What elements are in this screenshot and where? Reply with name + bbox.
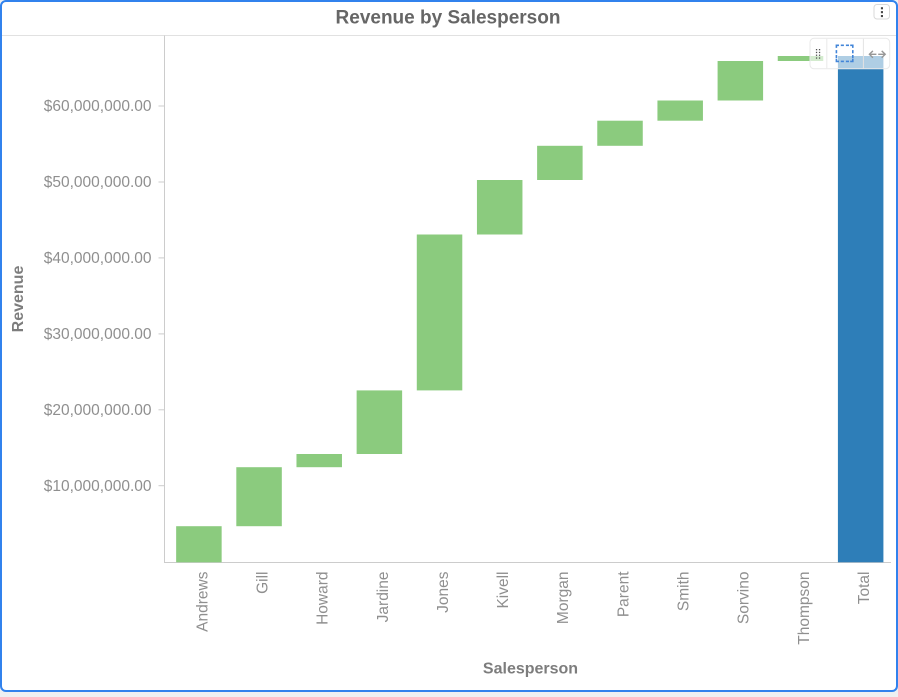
svg-text:$40,000,000.00: $40,000,000.00 (44, 250, 152, 267)
svg-text:Jones: Jones (435, 571, 452, 613)
svg-text:Sorvino: Sorvino (736, 572, 753, 625)
svg-text:Howard: Howard (315, 572, 332, 625)
svg-text:$10,000,000.00: $10,000,000.00 (44, 478, 152, 495)
svg-text:Revenue by Salesperson: Revenue by Salesperson (336, 8, 561, 29)
svg-text:Total: Total (856, 572, 873, 605)
svg-text:Jardine: Jardine (375, 572, 392, 623)
svg-text:Salesperson: Salesperson (483, 661, 578, 678)
svg-text:Andrews: Andrews (194, 571, 211, 632)
svg-text:Kivell: Kivell (495, 572, 512, 609)
svg-text:Thompson: Thompson (796, 572, 813, 645)
svg-text:$50,000,000.00: $50,000,000.00 (44, 174, 152, 191)
svg-text:Gill: Gill (255, 572, 272, 594)
svg-text:Parent: Parent (615, 571, 632, 617)
svg-text:Revenue: Revenue (10, 266, 27, 333)
svg-text:$30,000,000.00: $30,000,000.00 (44, 326, 152, 343)
svg-text:$20,000,000.00: $20,000,000.00 (44, 402, 152, 419)
svg-text:Smith: Smith (676, 572, 693, 612)
svg-text:$60,000,000.00: $60,000,000.00 (44, 98, 152, 115)
svg-text:Morgan: Morgan (555, 572, 572, 625)
